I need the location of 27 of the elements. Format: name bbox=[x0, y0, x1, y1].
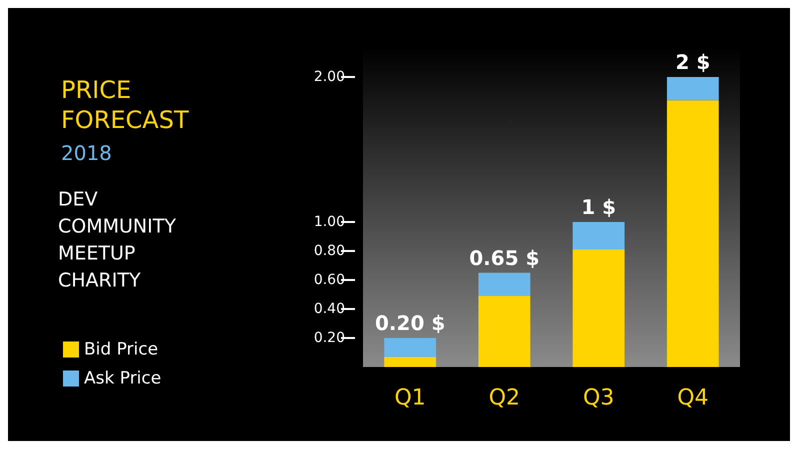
bar bbox=[478, 296, 530, 367]
total-label: 0.20 $ bbox=[375, 311, 446, 335]
bar bbox=[572, 222, 625, 250]
y-tick-label: 0.40 bbox=[314, 301, 345, 317]
text: 2018 bbox=[61, 141, 112, 165]
bar bbox=[384, 356, 436, 367]
text: PRICE FORECAST bbox=[61, 76, 189, 134]
total-label: 2 $ bbox=[675, 50, 710, 74]
legend-label: Bid Price bbox=[84, 340, 158, 360]
total-label: 1 $ bbox=[581, 195, 616, 219]
bar bbox=[384, 338, 436, 357]
x-tick-label: Q1 bbox=[394, 386, 426, 410]
y-tick-label: 0.20 bbox=[314, 330, 345, 346]
y-tick-label: 1.00 bbox=[314, 214, 345, 230]
y-tick-label: 2.00 bbox=[314, 69, 345, 85]
text: DEV COMMUNITY MEETUP CHARITY bbox=[58, 188, 182, 292]
y-tick-label: 0.80 bbox=[314, 243, 345, 259]
bar bbox=[478, 272, 530, 296]
bar bbox=[666, 77, 719, 100]
x-tick-label: Q3 bbox=[582, 386, 614, 410]
total-label: 0.65 $ bbox=[469, 246, 540, 270]
x-tick-label: Q4 bbox=[677, 386, 709, 410]
bar bbox=[666, 100, 719, 367]
legend-label: Ask Price bbox=[84, 368, 162, 388]
y-tick-label: 0.60 bbox=[314, 272, 345, 288]
x-tick-label: Q2 bbox=[488, 386, 520, 410]
bar bbox=[572, 250, 625, 367]
